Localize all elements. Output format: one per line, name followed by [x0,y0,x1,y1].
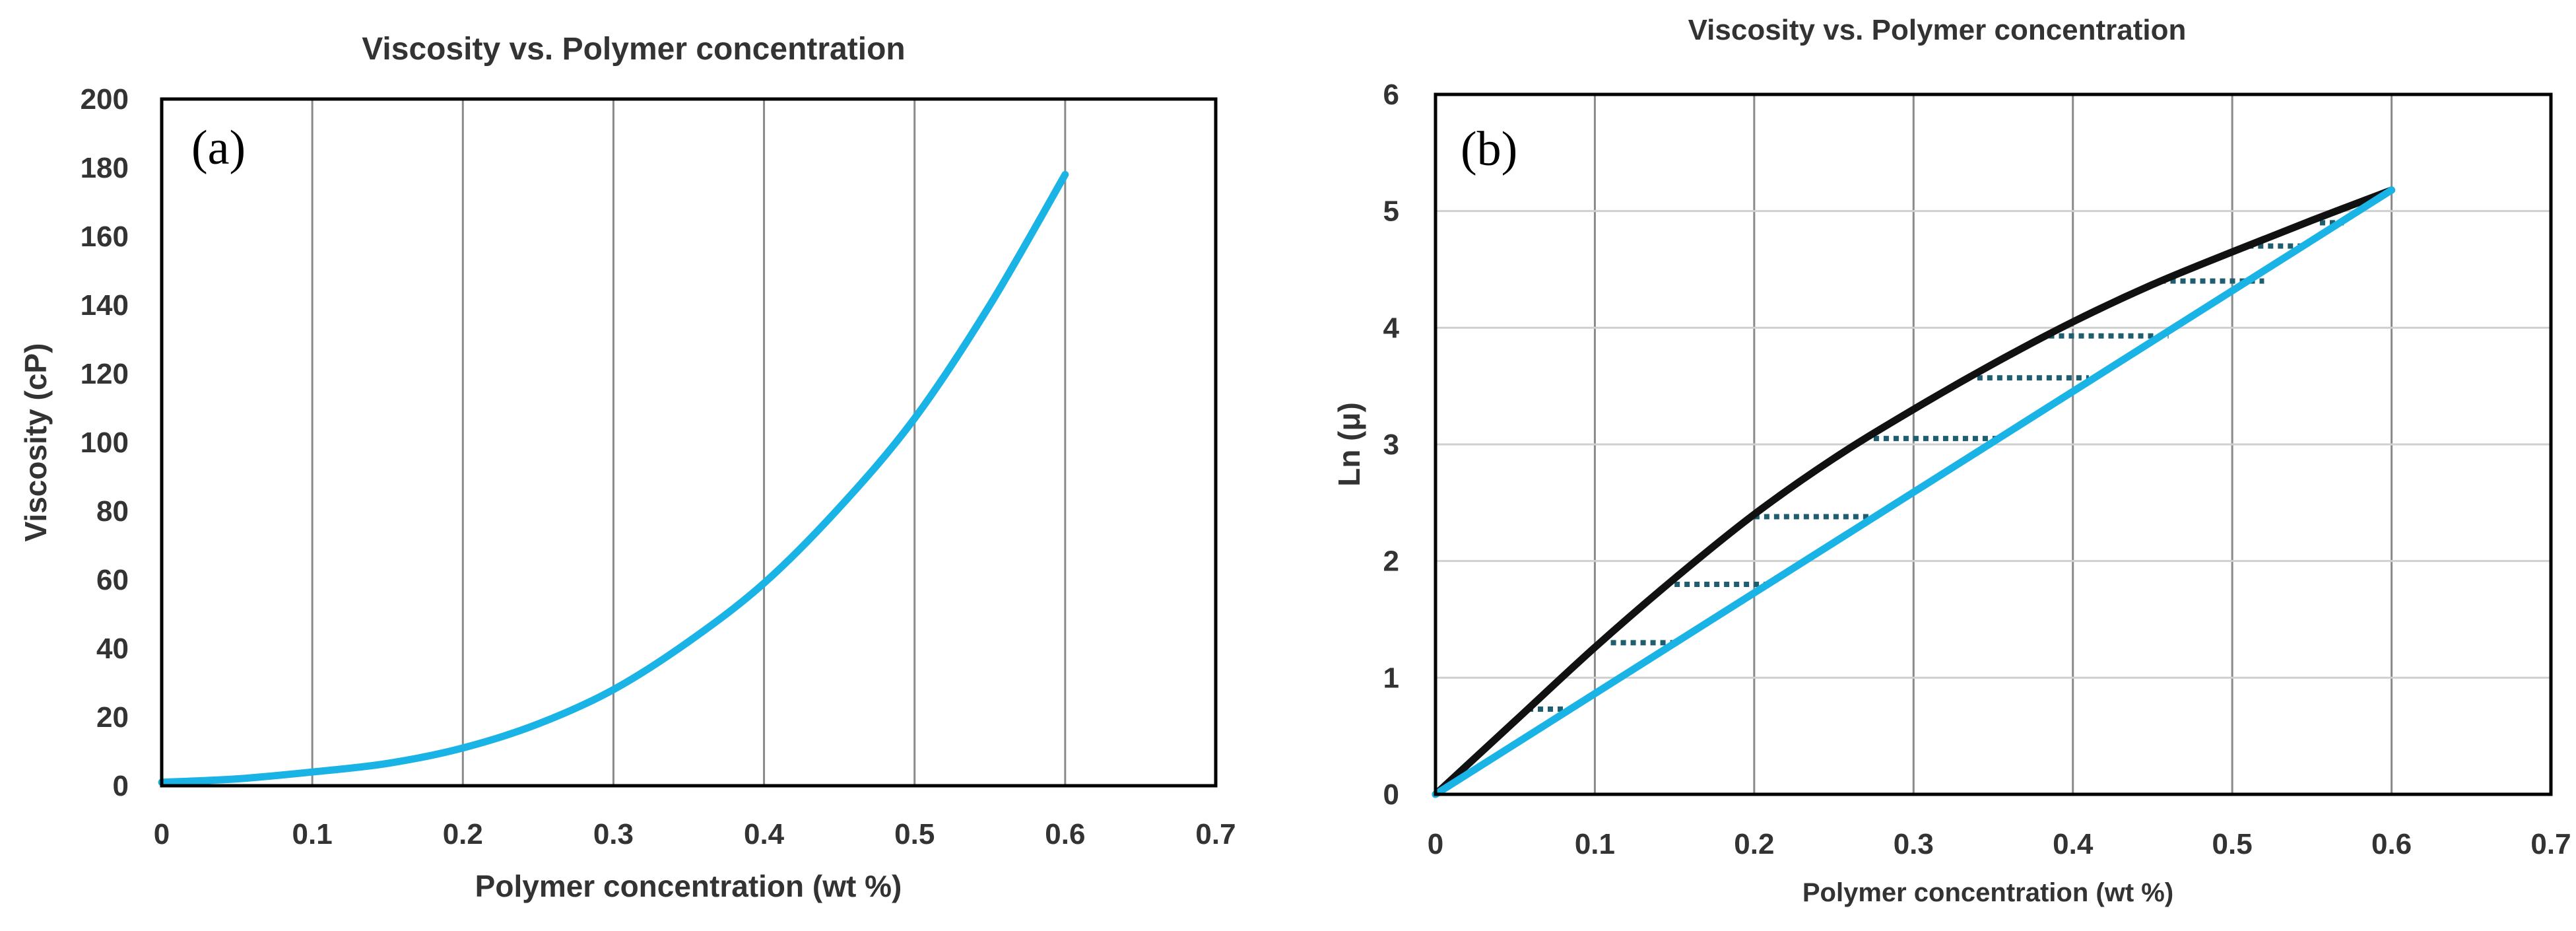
chart-b-y-tick-label: 5 [1383,195,1399,228]
chart-a-y-ticks: 0 20 40 60 80 100 120 140 160 180 200 [81,83,129,802]
chart-a-x-tick-label: 0.4 [744,818,785,850]
chart-b-x-tick-label: 0.2 [1734,828,1774,860]
chart-a-y-axis-label: Viscosity (cP) [18,343,53,542]
chart-b-panel-label: (b) [1461,122,1517,176]
chart-a-y-tick-label: 80 [96,495,129,528]
chart-a-y-tick-label: 100 [81,427,129,459]
chart-b-frame [1434,92,2553,796]
chart-b-y-tick-label: 2 [1383,545,1399,578]
chart-b-dotted-segments [1528,220,2344,712]
chart-a-y-tick-label: 160 [81,221,129,253]
chart-a-y-tick-label: 0 [113,770,129,802]
chart-a-x-tick-label: 0.5 [894,818,935,850]
chart-b-series-line-1 [1432,186,2396,798]
chart-b-x-tick-label: 0.3 [1894,828,1934,860]
chart-a-y-tick-label: 60 [96,564,129,596]
chart-a-x-tick-label: 0.2 [443,818,483,850]
chart-b-x-ticks: 0 0.1 0.2 0.3 0.4 0.5 0.6 0.7 [1428,828,2571,860]
chart-a-y-tick-label: 120 [81,358,129,390]
chart-a-title: Viscosity vs. Polymer concentration [362,32,905,67]
chart-b-y-tick-label: 1 [1383,662,1399,694]
chart-a-x-tick-label: 0.6 [1045,818,1085,850]
chart-a-x-ticks: 0 0.1 0.2 0.3 0.4 0.5 0.6 0.7 [154,818,1236,850]
chart-b-y-ticks: 0 1 2 3 4 5 6 [1383,79,1400,811]
chart-a-panel-label: (a) [191,121,246,175]
chart-a-x-tick-label: 0.1 [292,818,333,850]
chart-b-x-tick-label: 0.7 [2530,828,2571,860]
chart-a-y-tick-label: 180 [81,152,129,184]
chart-b-title: Viscosity vs. Polymer concentration [1688,14,2187,46]
chart-b-y-tick-label: 3 [1383,429,1399,461]
chart-a-series [158,170,1069,786]
chart-a-x-tick-label: 0.3 [593,818,634,850]
chart-b-y-tick-label: 6 [1383,79,1399,111]
chart-a-x-axis-label: Polymer concentration (wt %) [475,869,902,903]
chart-a-y-tick-label: 40 [96,633,129,665]
chart-b: Viscosity vs. Polymer concentration 0 0.1… [1332,14,2571,907]
chart-a-series-line-0 [158,170,1069,786]
chart-b-x-axis-label: Polymer concentration (wt %) [1802,878,2173,907]
chart-b-y-axis-label: Ln (μ) [1332,402,1366,487]
chart-b-series-line-0 [1432,186,2396,798]
chart-a-x-tick-label: 0 [154,818,170,850]
chart-a-y-tick-label: 140 [81,289,129,322]
chart-b-x-tick-label: 0.6 [2371,828,2412,860]
chart-a-y-tick-label: 20 [96,701,129,734]
chart-b-x-tick-label: 0 [1428,828,1443,860]
chart-a-x-tick-label: 0.7 [1195,818,1236,850]
chart-b-series [1432,186,2396,798]
chart-a-frame [160,97,1218,788]
chart-b-y-tick-label: 0 [1383,778,1399,811]
chart-a-grid [311,99,1067,786]
chart-b-y-tick-label: 4 [1383,312,1400,344]
chart-b-x-tick-label: 0.1 [1575,828,1615,860]
chart-b-x-tick-label: 0.5 [2212,828,2253,860]
chart-b-x-tick-label: 0.4 [2053,828,2094,860]
chart-a-y-tick-label: 200 [81,83,129,116]
chart-a: Viscosity vs. Polymer concentration 0 0.1… [18,32,1236,903]
